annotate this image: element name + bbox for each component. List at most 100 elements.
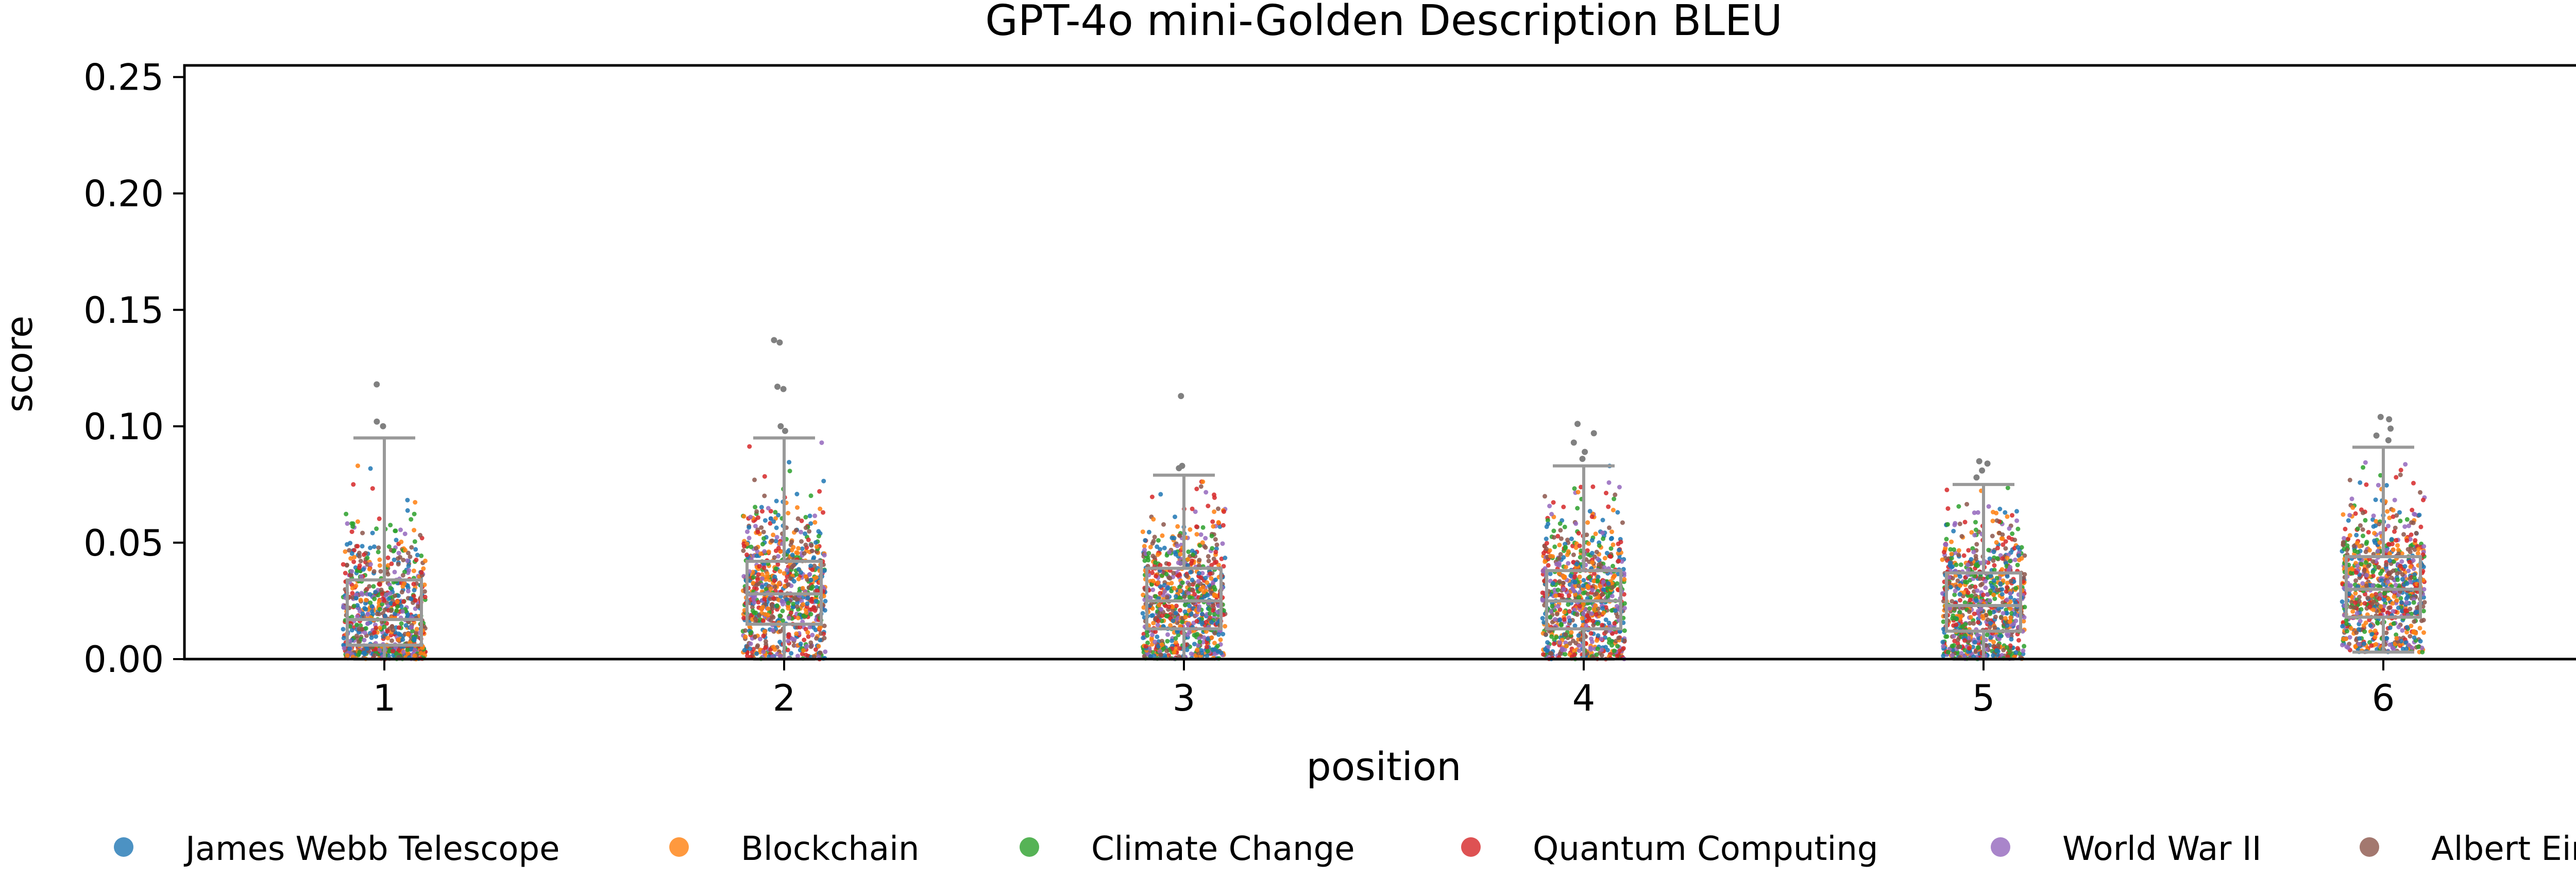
strip-point	[389, 638, 394, 643]
strip-point	[787, 469, 792, 474]
strip-point	[1572, 574, 1577, 579]
strip-point	[2022, 615, 2027, 620]
strip-point	[803, 574, 808, 579]
strip-point	[748, 641, 753, 646]
strip-point	[786, 600, 791, 606]
strip-point	[352, 548, 357, 553]
strip-point	[405, 632, 411, 637]
plot-frame	[183, 64, 2576, 661]
strip-point	[789, 540, 794, 544]
strip-point	[771, 596, 776, 600]
strip-point	[1608, 546, 1614, 551]
strip-point	[1570, 579, 1575, 584]
strip-point	[401, 558, 406, 563]
strip-point	[1549, 651, 1554, 656]
strip-point	[2362, 641, 2367, 646]
strip-point	[1556, 571, 1562, 576]
strip-point	[1596, 633, 1601, 638]
strip-point	[1152, 555, 1157, 560]
strip-point	[2382, 598, 2387, 602]
strip-point	[1149, 601, 1154, 606]
strip-point	[1956, 548, 1961, 553]
strip-point	[1617, 485, 1622, 490]
chart-title: GPT-4o mini-Golden Description BLEU	[985, 0, 1782, 45]
strip-point	[1169, 581, 1174, 585]
strip-point	[1194, 487, 1199, 491]
strip-point	[1987, 598, 1992, 603]
strip-point	[2387, 515, 2392, 521]
strip-point	[1185, 622, 1191, 627]
strip-point	[1577, 574, 1582, 579]
strip-point	[1943, 542, 1948, 547]
strip-point	[808, 612, 814, 617]
strip-point	[1594, 652, 1599, 657]
strip-point	[772, 578, 777, 583]
strip-point	[2387, 642, 2393, 647]
strip-point	[2013, 600, 2018, 606]
strip-point	[2354, 541, 2360, 546]
strip-point	[1547, 504, 1552, 509]
strip-point	[1190, 558, 1195, 563]
strip-point	[2409, 624, 2414, 629]
strip-point	[2001, 578, 2006, 583]
strip-point	[798, 625, 802, 630]
strip-point	[2016, 558, 2022, 562]
strip-point	[2008, 606, 2013, 611]
strip-point	[1183, 615, 1188, 620]
strip-point	[1622, 628, 1627, 633]
strip-point	[2341, 512, 2346, 517]
strip-point	[360, 544, 365, 549]
strip-point	[1942, 549, 1946, 555]
strip-point	[2406, 523, 2411, 528]
strip-point	[1571, 589, 1577, 594]
strip-point	[759, 525, 764, 530]
strip-point	[1994, 540, 1999, 545]
strip-point	[757, 636, 762, 642]
strip-point	[1985, 632, 1990, 637]
strip-point	[747, 536, 752, 541]
outlier-point	[1984, 460, 1991, 467]
strip-point	[368, 466, 373, 471]
strip-point	[400, 573, 405, 578]
strip-point	[1962, 638, 1967, 643]
strip-point	[1158, 591, 1163, 596]
strip-point	[1191, 552, 1195, 557]
strip-point	[1213, 549, 1218, 555]
strip-point	[1589, 538, 1595, 543]
strip-point	[399, 604, 404, 609]
strip-point	[1215, 644, 1220, 648]
strip-point	[1562, 617, 1567, 622]
strip-point	[1210, 546, 1215, 551]
strip-point	[2421, 497, 2426, 503]
strip-point	[1557, 542, 1562, 547]
strip-point	[1585, 583, 1590, 589]
strip-point	[1979, 581, 1985, 586]
strip-point	[1992, 625, 1997, 630]
strip-point	[359, 591, 364, 596]
strip-point	[809, 596, 815, 601]
strip-point	[1995, 643, 2001, 648]
strip-point	[818, 631, 823, 636]
strip-point	[1615, 644, 1620, 649]
strip-point	[1593, 531, 1598, 537]
outlier-point	[782, 427, 788, 434]
strip-point	[2369, 643, 2374, 648]
strip-point	[1600, 517, 1605, 523]
strip-point	[2408, 634, 2413, 639]
strip-point	[1546, 522, 1551, 526]
strip-point	[1204, 645, 1209, 650]
strip-point	[788, 576, 793, 581]
strip-point	[1216, 520, 1221, 525]
strip-point	[2346, 537, 2351, 542]
strip-point	[363, 626, 368, 631]
strip-point	[1150, 613, 1156, 618]
strip-point	[405, 508, 410, 513]
strip-point	[2022, 553, 2027, 558]
strip-point	[741, 544, 747, 549]
strip-point	[1152, 534, 1157, 540]
strip-point	[2358, 480, 2363, 485]
strip-point	[1164, 648, 1170, 653]
strip-point	[1205, 593, 1210, 598]
strip-point	[351, 482, 356, 487]
